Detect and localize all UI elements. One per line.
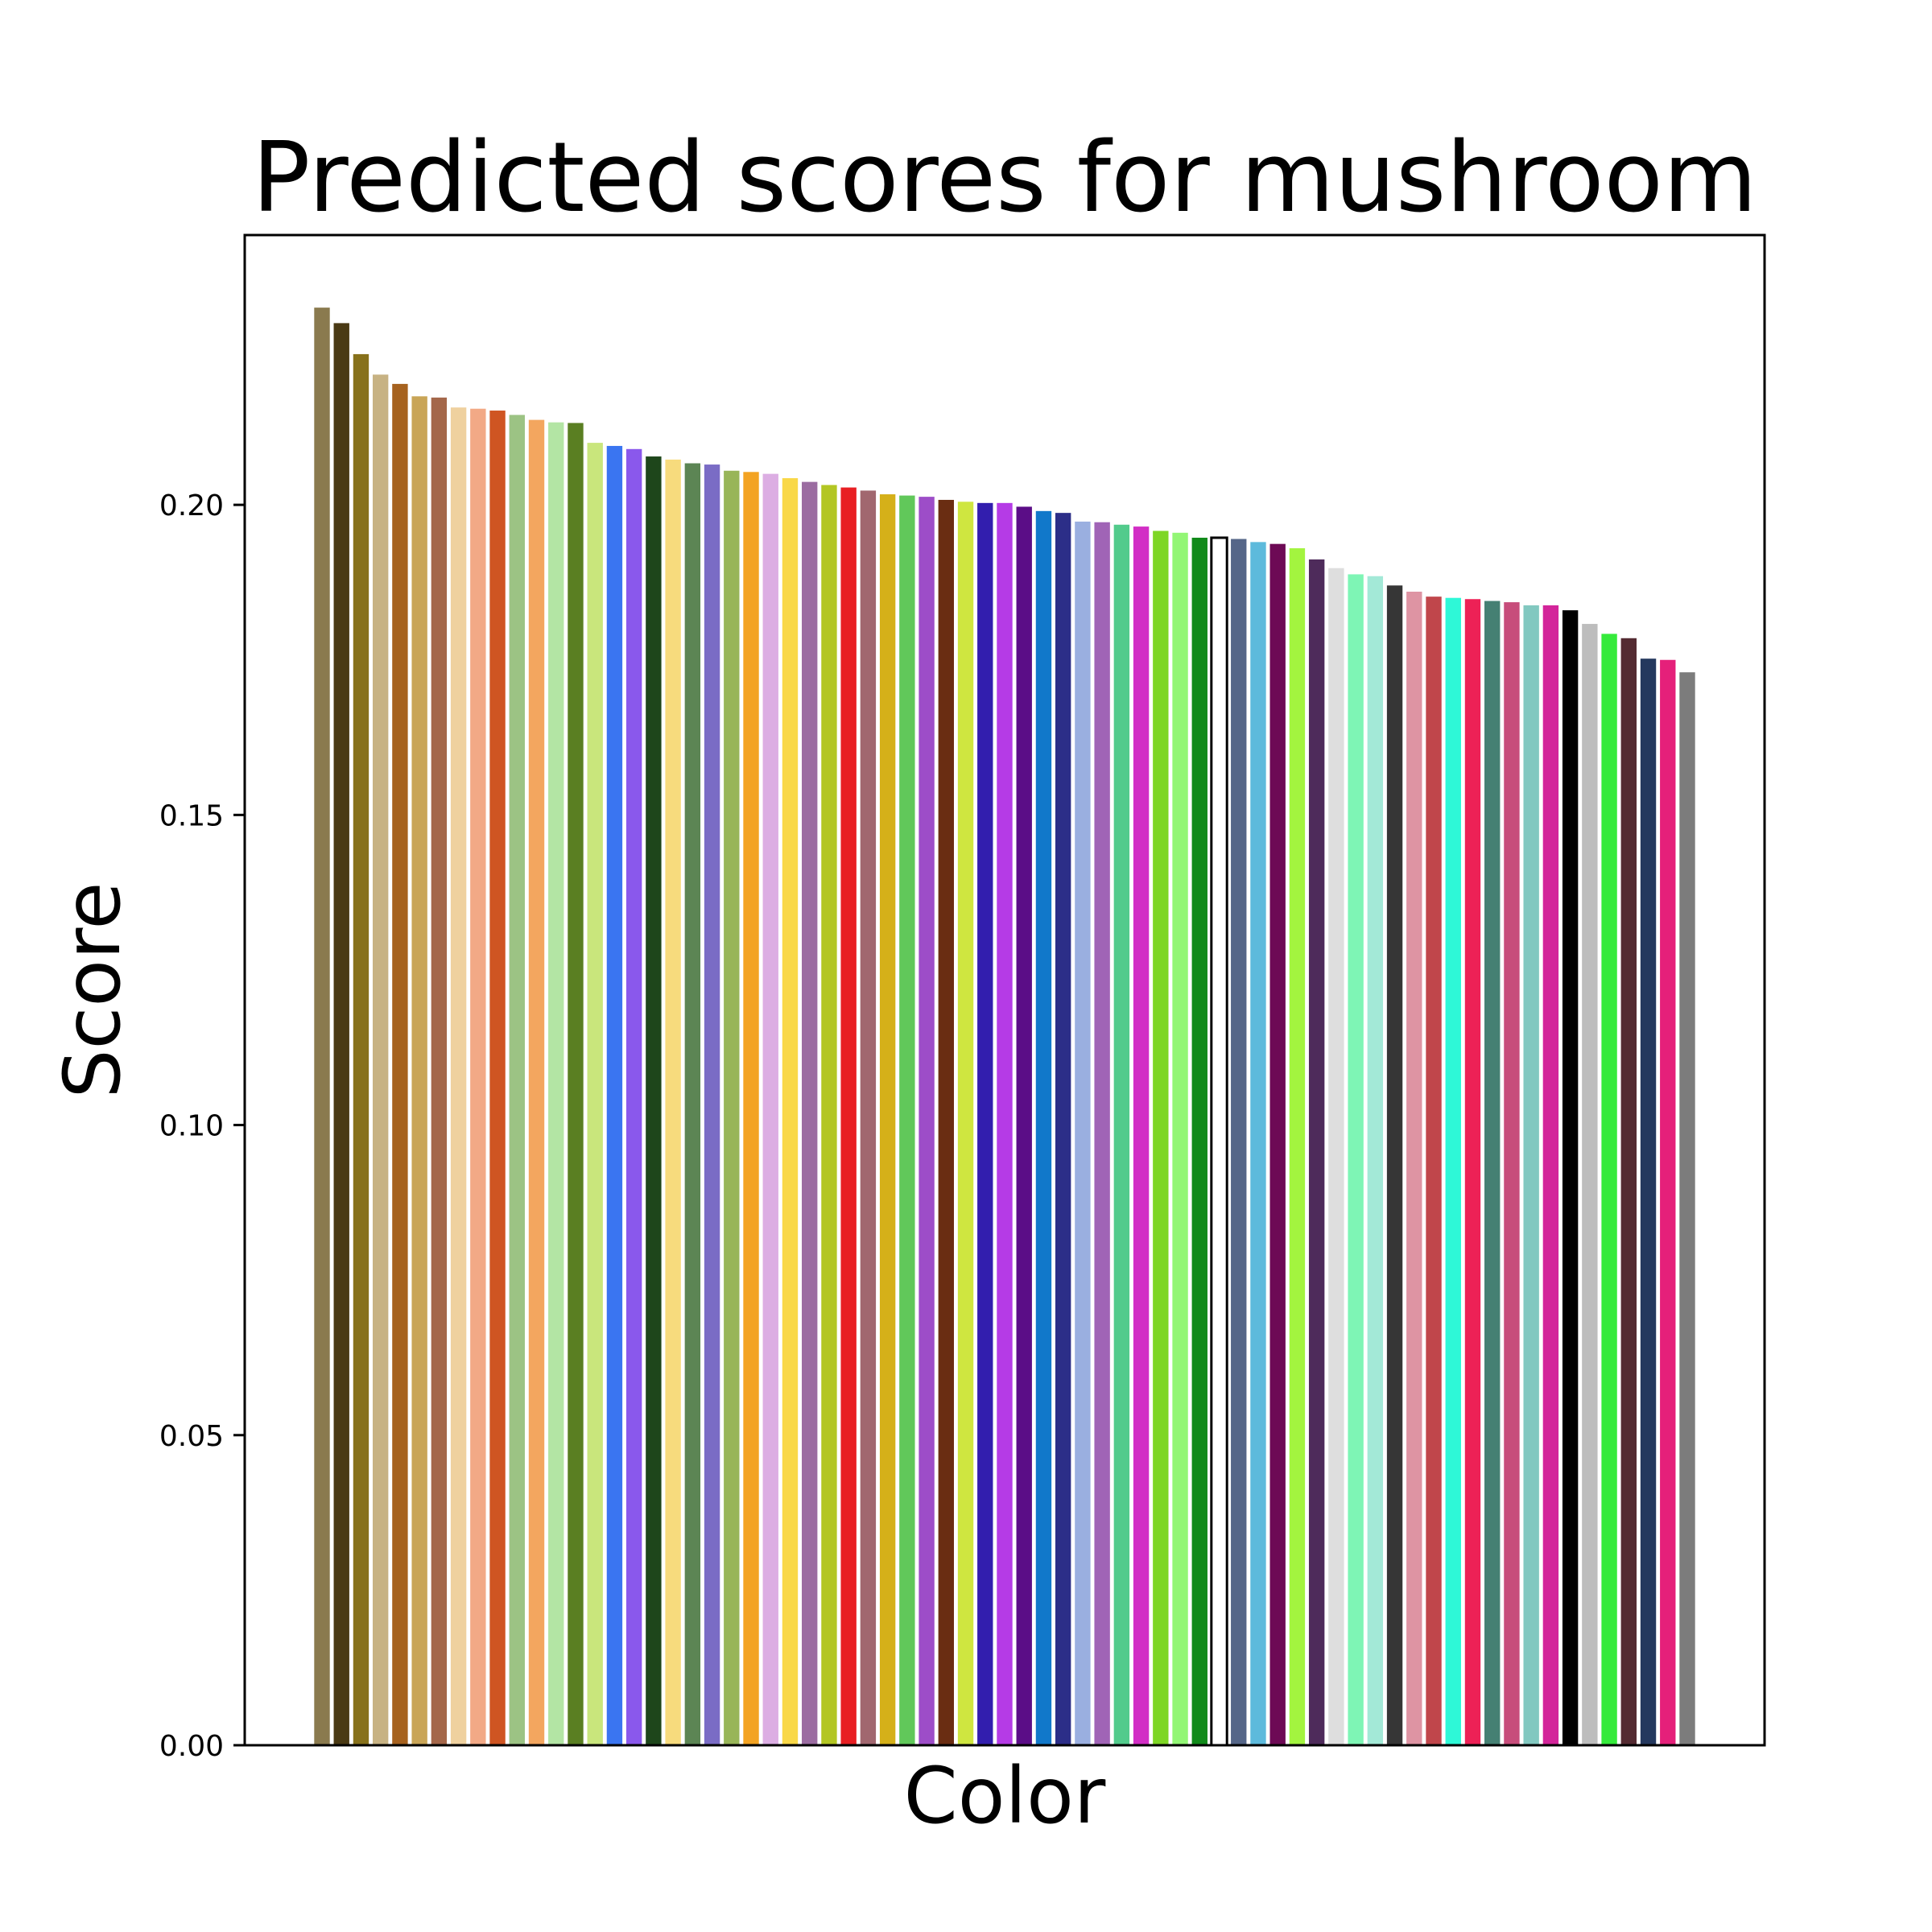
bar-66: [1582, 624, 1598, 1745]
bar-3: [353, 353, 369, 1745]
bar-45: [1172, 532, 1188, 1745]
bar-64: [1542, 605, 1559, 1746]
bar-18: [646, 456, 662, 1745]
bar-33: [938, 499, 954, 1745]
y-tick-label: 0.10: [159, 1110, 224, 1143]
bar-58: [1426, 597, 1442, 1746]
bar-49: [1250, 542, 1266, 1745]
y-axis-label: Score: [47, 882, 138, 1099]
bar-5: [392, 383, 408, 1745]
bar-20: [684, 463, 701, 1745]
bar-67: [1601, 634, 1617, 1745]
chart-title: Predicted scores for mushroom: [252, 122, 1757, 234]
bar-24: [762, 473, 778, 1745]
bar-43: [1133, 526, 1150, 1745]
bar-41: [1094, 522, 1110, 1746]
bar-63: [1523, 605, 1539, 1746]
bar-7: [431, 397, 448, 1746]
bar-17: [625, 448, 642, 1745]
bar-60: [1464, 599, 1481, 1745]
bar-55: [1367, 576, 1384, 1745]
bar-56: [1386, 585, 1403, 1745]
bar-47: [1210, 536, 1228, 1747]
bar-38: [1035, 510, 1052, 1745]
bar-53: [1328, 568, 1344, 1745]
bar-59: [1445, 597, 1461, 1746]
bar-69: [1640, 658, 1657, 1746]
bar-16: [606, 445, 623, 1746]
bar-37: [1016, 506, 1032, 1746]
bar-68: [1620, 638, 1637, 1745]
bar-54: [1348, 574, 1364, 1746]
bar-57: [1406, 592, 1422, 1745]
bar-36: [997, 502, 1013, 1745]
bar-32: [919, 497, 935, 1745]
bar-12: [528, 419, 545, 1745]
bar-13: [548, 422, 564, 1746]
bar-48: [1231, 539, 1247, 1745]
bar-50: [1269, 543, 1286, 1746]
bar-35: [977, 502, 993, 1745]
bar-29: [860, 490, 877, 1746]
x-axis-label: Color: [904, 1751, 1106, 1841]
bar-22: [724, 470, 740, 1745]
bar-4: [372, 374, 389, 1746]
y-tick-label: 0.05: [159, 1420, 224, 1453]
bars-layer: [314, 308, 1695, 1747]
bar-23: [743, 472, 759, 1745]
bar-6: [411, 396, 427, 1745]
plot-frame: [243, 233, 1766, 1747]
bar-1: [314, 308, 330, 1745]
bar-19: [665, 459, 681, 1745]
bar-21: [704, 464, 720, 1745]
bar-31: [899, 495, 915, 1745]
bar-14: [568, 423, 584, 1746]
bar-65: [1562, 610, 1579, 1745]
bar-39: [1055, 513, 1071, 1745]
bar-25: [782, 478, 799, 1745]
bar-34: [957, 502, 974, 1745]
bar-44: [1153, 530, 1169, 1745]
bar-9: [470, 408, 486, 1746]
bar-51: [1289, 548, 1306, 1745]
bar-42: [1113, 524, 1130, 1745]
bar-8: [450, 407, 467, 1746]
bar-62: [1504, 602, 1520, 1745]
bar-28: [840, 487, 857, 1745]
bar-10: [489, 411, 506, 1745]
bar-2: [333, 323, 349, 1745]
bar-40: [1075, 521, 1091, 1746]
bar-46: [1191, 537, 1208, 1745]
bar-52: [1308, 559, 1325, 1746]
y-tick-label: 0.15: [159, 799, 224, 832]
bar-15: [587, 443, 603, 1745]
bar-26: [802, 481, 818, 1745]
y-axis-ticks: 0.00 0.05 0.10 0.15 0.20: [159, 489, 245, 1763]
bar-11: [509, 415, 525, 1746]
bar-61: [1484, 601, 1501, 1745]
y-tick-label: 0.00: [159, 1730, 224, 1763]
bar-30: [879, 494, 896, 1745]
bar-27: [821, 485, 837, 1745]
bar-71: [1679, 672, 1695, 1745]
y-tick-label: 0.20: [159, 489, 224, 522]
bar-70: [1660, 659, 1676, 1745]
